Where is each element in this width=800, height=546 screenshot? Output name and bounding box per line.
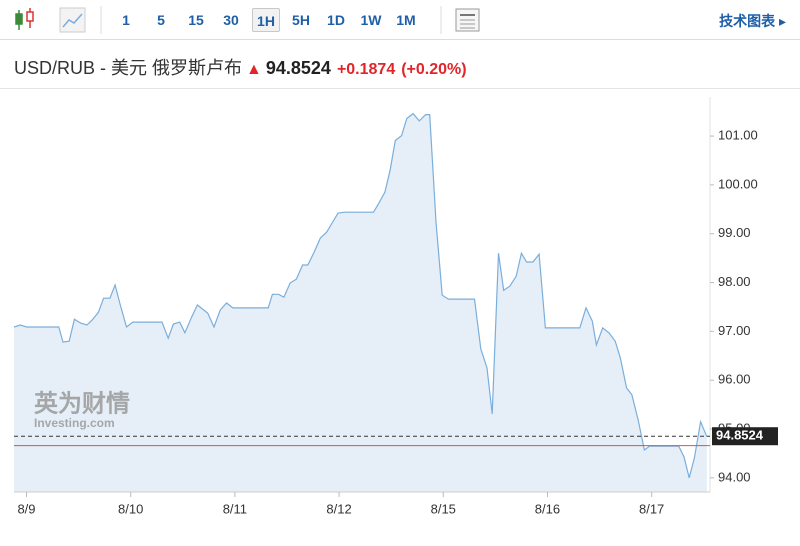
tech-chart-link[interactable]: 技术图表 ▸ <box>719 13 786 29</box>
table-icon[interactable] <box>455 8 480 32</box>
y-tick-label: 94.00 <box>718 469 751 484</box>
interval-button[interactable]: 1H <box>252 8 280 32</box>
x-tick-label: 8/15 <box>431 501 456 516</box>
x-tick-label: 8/10 <box>118 501 143 516</box>
last-price-label: 94.8524 <box>716 428 764 443</box>
y-tick-label: 98.00 <box>718 274 751 289</box>
x-tick-label: 8/17 <box>639 501 664 516</box>
up-arrow: ▲ <box>246 61 262 78</box>
y-tick-label: 97.00 <box>718 323 751 338</box>
y-tick-label: 96.00 <box>718 372 751 387</box>
x-tick-label: 8/9 <box>17 501 35 516</box>
price-line <box>13 112 708 478</box>
link-text: 技术图表 <box>719 13 776 29</box>
toolbar: 技术图表 ▸ 1 5 15 30 1H 5H 1D 1W 1M <box>0 0 800 40</box>
area <box>14 113 707 492</box>
last-price: 94.8524 <box>265 58 331 78</box>
interval-button[interactable]: 1 <box>122 12 130 28</box>
interval-button[interactable]: 1W <box>360 12 382 28</box>
watermark: 英为财情 <box>34 390 130 417</box>
watermark-sub: Investing.com <box>34 416 115 430</box>
change: +0.1874 <box>336 61 396 78</box>
interval-button[interactable]: 1M <box>396 12 416 28</box>
toolbar-icons <box>15 6 480 34</box>
x-tick-label: 8/12 <box>326 501 351 516</box>
x-tick-label: 8/16 <box>535 501 560 516</box>
y-tick-label: 101.00 <box>718 127 758 142</box>
interval-button[interactable]: 15 <box>188 12 204 28</box>
interval-button[interactable]: 5 <box>157 12 165 28</box>
divider <box>0 88 800 89</box>
interval-button[interactable]: 5H <box>292 12 310 28</box>
change-pct: (+0.20%) <box>401 61 467 78</box>
y-tick-label: 100.00 <box>718 176 758 191</box>
title-bar: USD/RUB - 美元 俄罗斯卢布 ▲ 94.8524 +0.1874 (+0.20%… <box>14 54 467 80</box>
interval-button[interactable]: 30 <box>223 12 239 28</box>
last-price-box <box>712 427 778 446</box>
candle-icon[interactable] <box>15 8 34 30</box>
chart-title: USD/RUB - 美元 俄罗斯卢布 <box>14 58 243 78</box>
y-tick-label: 99.00 <box>718 225 751 240</box>
interval-button[interactable]: 1D <box>327 12 345 28</box>
x-tick-label: 8/11 <box>223 501 247 516</box>
line-icon[interactable] <box>59 7 86 33</box>
